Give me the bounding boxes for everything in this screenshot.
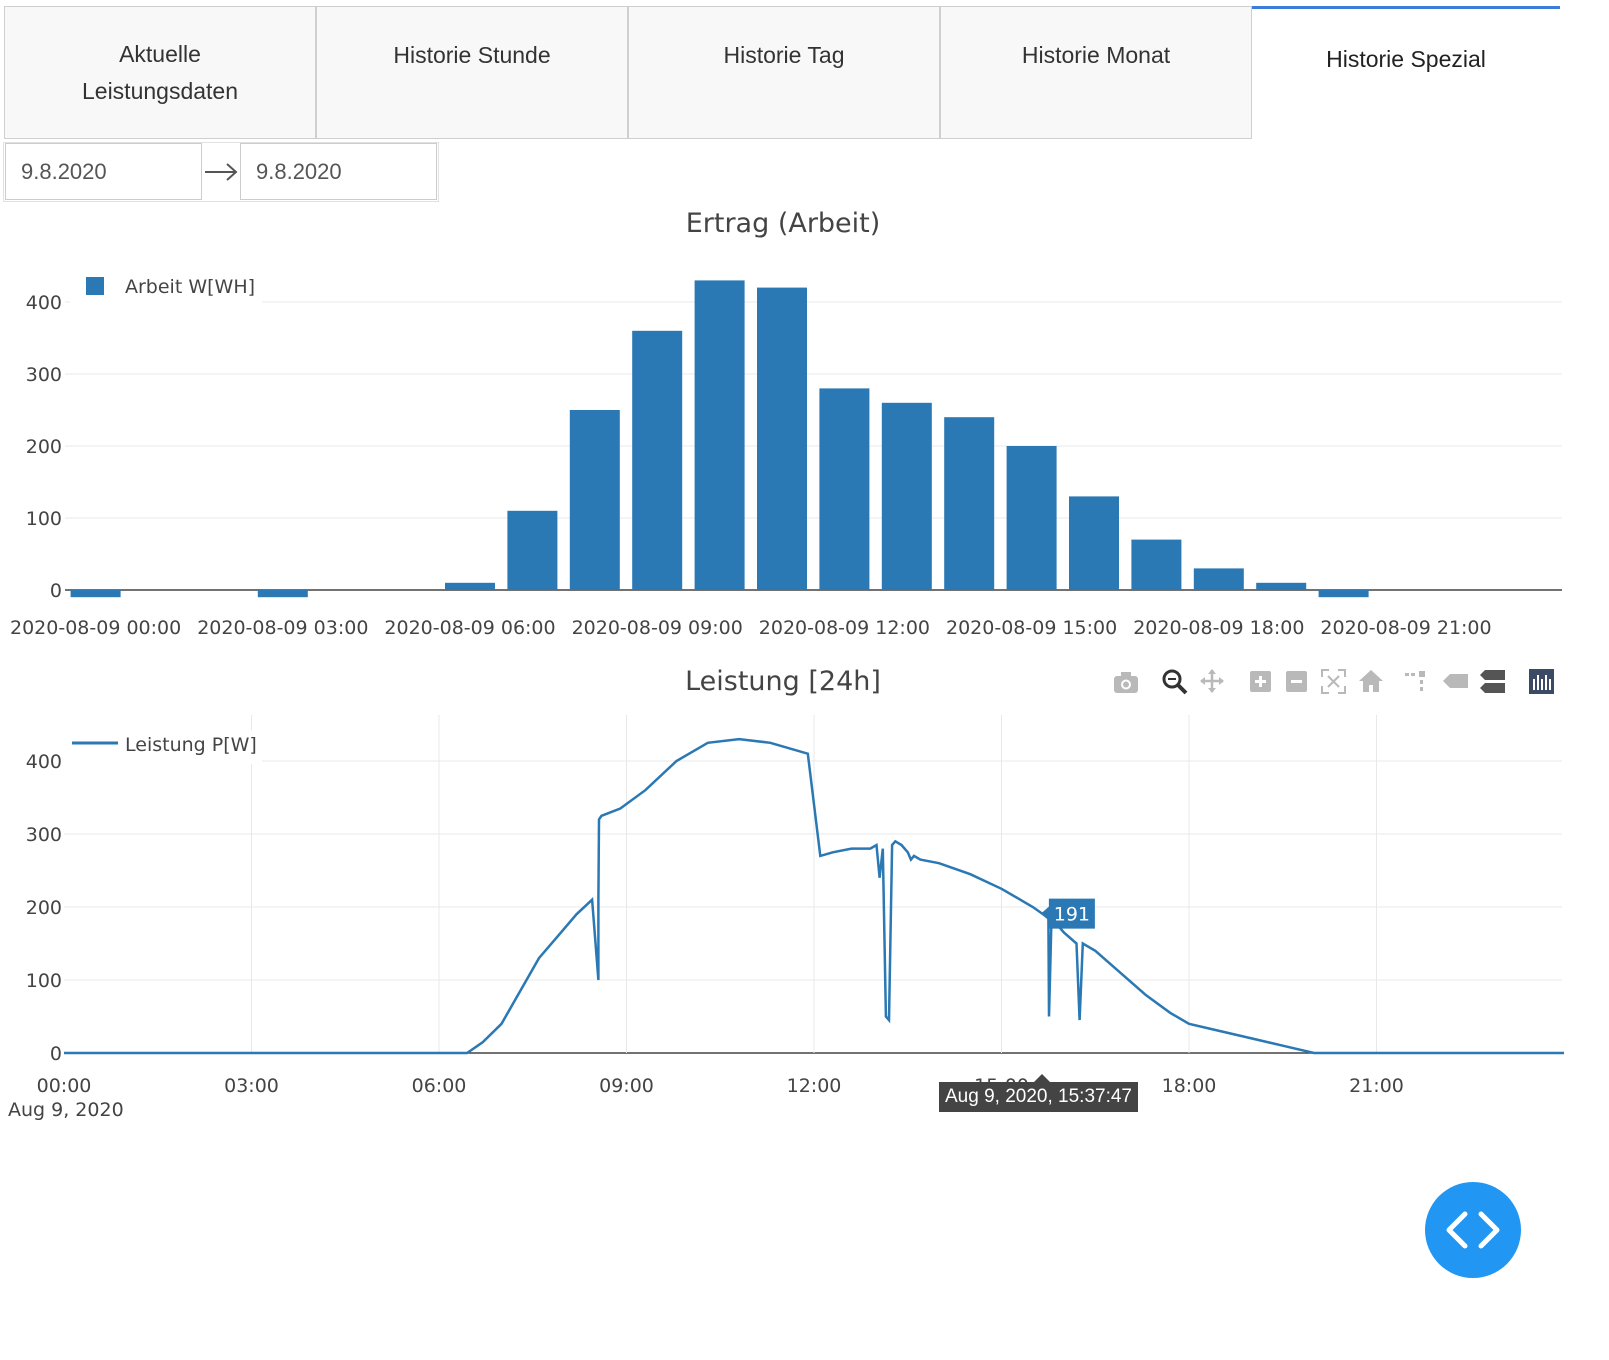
autoscale-icon[interactable]	[1321, 669, 1346, 694]
date-to-input[interactable]: 9.8.2020	[240, 143, 437, 200]
line-y-tick-label: 300	[26, 824, 62, 846]
line-y-tick-label: 400	[26, 751, 62, 773]
line-y-tick-label: 100	[26, 970, 62, 992]
line-x-tick-label: 00:00	[37, 1075, 92, 1097]
bar-18[interactable]	[1193, 568, 1244, 590]
bar-x-tick-label: 2020-08-09 06:00	[384, 617, 555, 639]
spike-lines-icon[interactable]	[1405, 671, 1425, 691]
line-legend-label[interactable]: Leistung P[W]	[125, 734, 257, 756]
tab-label: Leistungsdaten	[81, 77, 238, 104]
bar-y-tick-label: 100	[26, 508, 62, 530]
bar-8[interactable]	[569, 410, 620, 590]
bar-x-tick-label: 2020-08-09 12:00	[759, 617, 930, 639]
bar-x-tick-label: 2020-08-09 15:00	[946, 617, 1117, 639]
bar-x-tick-label: 2020-08-09 21:00	[1320, 617, 1491, 639]
bar-19[interactable]	[1256, 582, 1307, 590]
line-x-tick-label: 03:00	[224, 1075, 279, 1097]
bar-0[interactable]	[70, 590, 121, 598]
tab-aktuelle-leistungsdaten[interactable]: Aktuelle Leistungsdaten	[4, 6, 316, 139]
hover-value-label: 191	[1040, 898, 1095, 929]
bar-12[interactable]	[819, 388, 870, 590]
tab-historie-monat[interactable]: Historie Monat	[940, 6, 1252, 139]
line-x-tick-label: 12:00	[787, 1075, 842, 1097]
tab-label: Historie Spezial	[1326, 46, 1486, 72]
camera-icon[interactable]	[1114, 672, 1138, 693]
zoom-out-icon[interactable]	[1286, 671, 1307, 692]
zoom-icon[interactable]	[1162, 669, 1188, 695]
ertrag-bar-chart: Ertrag (Arbeit) 0 100 200 300 400 2020-08-09…	[10, 208, 1562, 639]
line-legend-bg	[62, 730, 262, 764]
bar-11[interactable]	[757, 287, 807, 590]
hover-closest-icon[interactable]	[1443, 674, 1468, 688]
arrow-right-icon	[205, 163, 238, 181]
bar-17[interactable]	[1131, 539, 1182, 590]
tab-label: Aktuelle	[119, 40, 201, 67]
bar-y-tick-label: 0	[50, 580, 62, 602]
tab-label: Historie Tag	[723, 42, 845, 68]
line-x-tick-label: 06:00	[412, 1075, 467, 1097]
leistung-series-line[interactable]	[64, 737, 1564, 1055]
zoom-in-icon[interactable]	[1250, 671, 1271, 692]
x-date-label: Aug 9, 2020	[8, 1099, 124, 1121]
pan-icon[interactable]	[1200, 669, 1224, 693]
line-x-tick-label: 09:00	[599, 1075, 654, 1097]
bar-x-tick-label: 2020-08-09 03:00	[197, 617, 368, 639]
bar-13[interactable]	[881, 402, 932, 590]
hover-value-text: 191	[1054, 904, 1090, 926]
tab-bar: Aktuelle Leistungsdaten Historie Stunde H…	[4, 6, 1609, 141]
tab-historie-spezial[interactable]: Historie Spezial	[1252, 6, 1560, 141]
tab-label: Historie Stunde	[393, 42, 551, 68]
bar-14[interactable]	[944, 417, 995, 590]
line-x-tick-label: 18:00	[1162, 1075, 1217, 1097]
bar-7[interactable]	[507, 510, 558, 590]
bar-y-tick-label: 300	[26, 364, 62, 386]
tab-label: Historie Monat	[1021, 42, 1171, 68]
date-from-input[interactable]: 9.8.2020	[5, 143, 202, 200]
code-icon	[1446, 1211, 1500, 1249]
bar-15[interactable]	[1006, 446, 1057, 590]
bar-9[interactable]	[632, 330, 683, 590]
bar-legend-label[interactable]: Arbeit W[WH]	[125, 276, 255, 298]
tab-historie-stunde[interactable]: Historie Stunde	[316, 6, 628, 139]
bar-10[interactable]	[694, 280, 745, 590]
bar-x-tick-label: 2020-08-09 09:00	[572, 617, 743, 639]
line-x-tick-label: 21:00	[1349, 1075, 1404, 1097]
bar-x-tick-label: 2020-08-09 18:00	[1133, 617, 1304, 639]
hover-compare-icon[interactable]	[1480, 670, 1505, 693]
date-range-picker	[3, 142, 439, 202]
bar-3[interactable]	[257, 590, 308, 598]
line-y-tick-label: 200	[26, 897, 62, 919]
bar-chart-title: Ertrag (Arbeit)	[686, 208, 881, 239]
line-chart-title: Leistung [24h]	[685, 666, 881, 697]
line-y-tick-label: 0	[50, 1043, 62, 1065]
bar-x-tick-label: 2020-08-09 00:00	[10, 617, 181, 639]
bar-legend-swatch[interactable]	[86, 277, 104, 295]
bar-6[interactable]	[445, 582, 495, 590]
leistung-line-chart: Leistung [24h] 0 100 200 300 400 00:00 03:00 0…	[8, 666, 1564, 1121]
bar-20[interactable]	[1318, 590, 1369, 598]
modebar	[1114, 669, 1554, 695]
bar-y-tick-label: 200	[26, 436, 62, 458]
tab-historie-tag[interactable]: Historie Tag	[628, 6, 940, 139]
bar-16[interactable]	[1069, 496, 1119, 590]
hover-x-label: Aug 9, 2020, 15:37:47	[939, 1074, 1138, 1112]
plotly-logo-icon[interactable]	[1529, 669, 1554, 694]
bar-y-tick-label: 400	[26, 292, 62, 314]
code-toggle-button[interactable]	[1425, 1182, 1521, 1278]
reset-axes-icon[interactable]	[1359, 670, 1383, 692]
